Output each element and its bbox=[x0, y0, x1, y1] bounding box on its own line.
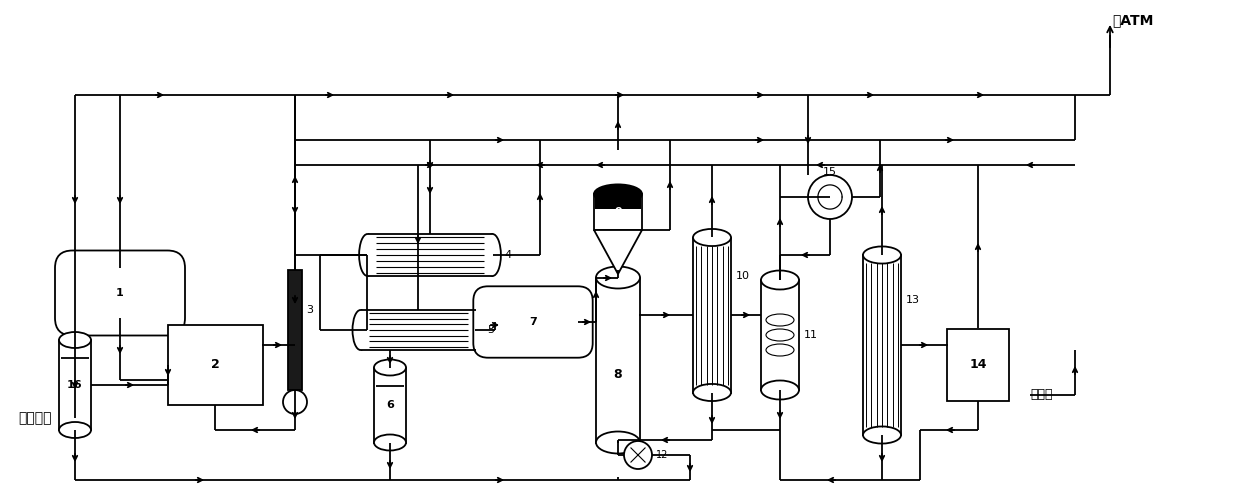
Text: 2: 2 bbox=[211, 359, 219, 372]
Bar bbox=[288, 270, 303, 390]
Text: 稀程气: 稀程气 bbox=[1030, 388, 1053, 401]
Bar bbox=[361, 310, 475, 350]
Ellipse shape bbox=[766, 329, 794, 341]
Ellipse shape bbox=[693, 384, 732, 401]
Text: 12: 12 bbox=[656, 450, 668, 460]
Bar bbox=[596, 278, 640, 442]
Bar bbox=[167, 325, 263, 405]
Bar bbox=[595, 195, 641, 209]
Ellipse shape bbox=[60, 422, 91, 438]
Bar bbox=[863, 255, 901, 435]
Ellipse shape bbox=[761, 271, 799, 290]
Ellipse shape bbox=[60, 332, 91, 348]
Bar bbox=[594, 194, 642, 230]
Text: 16: 16 bbox=[67, 380, 83, 390]
Ellipse shape bbox=[596, 431, 640, 453]
Text: 13: 13 bbox=[906, 295, 920, 305]
Ellipse shape bbox=[352, 310, 368, 350]
Text: 4: 4 bbox=[505, 250, 512, 260]
Text: 15: 15 bbox=[823, 167, 837, 177]
Bar bbox=[374, 368, 405, 442]
Text: 去ATM: 去ATM bbox=[1112, 13, 1153, 27]
Ellipse shape bbox=[766, 344, 794, 356]
Ellipse shape bbox=[374, 360, 405, 376]
Text: 7: 7 bbox=[529, 317, 537, 327]
Text: 10: 10 bbox=[737, 271, 750, 281]
Bar bbox=[947, 329, 1009, 401]
Text: 9: 9 bbox=[614, 207, 622, 217]
Circle shape bbox=[808, 175, 852, 219]
Text: 8: 8 bbox=[614, 369, 622, 381]
Bar bbox=[761, 280, 799, 390]
Bar bbox=[693, 237, 732, 392]
Ellipse shape bbox=[863, 246, 901, 264]
Text: 14: 14 bbox=[970, 359, 987, 372]
Ellipse shape bbox=[596, 267, 640, 289]
Text: 11: 11 bbox=[804, 330, 818, 340]
Text: 6: 6 bbox=[386, 400, 394, 410]
Bar bbox=[367, 234, 492, 276]
Circle shape bbox=[283, 390, 308, 414]
Text: 5: 5 bbox=[487, 325, 495, 335]
Ellipse shape bbox=[761, 380, 799, 399]
Ellipse shape bbox=[594, 184, 642, 203]
Ellipse shape bbox=[766, 314, 794, 326]
Text: 3: 3 bbox=[306, 305, 312, 315]
FancyBboxPatch shape bbox=[474, 286, 593, 358]
Ellipse shape bbox=[360, 234, 376, 276]
Bar bbox=[60, 340, 91, 430]
Text: 1: 1 bbox=[117, 288, 124, 298]
Ellipse shape bbox=[467, 310, 484, 350]
Ellipse shape bbox=[484, 234, 501, 276]
Ellipse shape bbox=[693, 229, 732, 246]
Circle shape bbox=[624, 441, 652, 469]
Text: 工业废气: 工业废气 bbox=[19, 411, 52, 425]
FancyBboxPatch shape bbox=[55, 250, 185, 336]
Ellipse shape bbox=[374, 434, 405, 450]
Polygon shape bbox=[594, 230, 642, 274]
Ellipse shape bbox=[863, 426, 901, 443]
